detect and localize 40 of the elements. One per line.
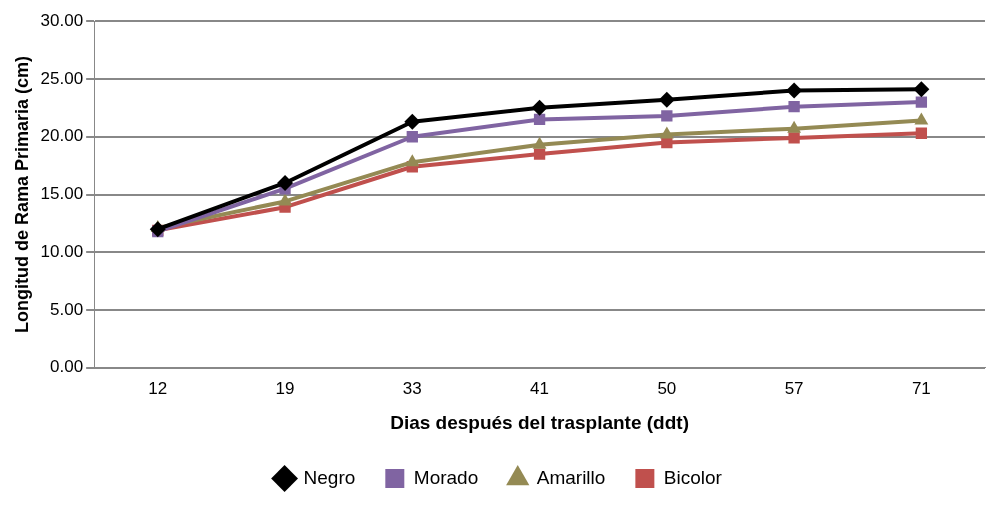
point	[531, 99, 548, 116]
x-tick-label: 19	[275, 378, 295, 398]
legend-label: Morado	[413, 466, 479, 488]
x-tick-label: 33	[402, 378, 422, 398]
point	[532, 136, 547, 149]
point	[405, 154, 420, 167]
point	[277, 174, 294, 191]
point	[658, 91, 675, 108]
y-tick-label: 25.00	[40, 68, 84, 88]
y-tick-label: 20.00	[40, 126, 84, 146]
point	[788, 101, 800, 113]
y-tick-label: 30.00	[40, 10, 84, 30]
y-tick-label: 0.00	[50, 357, 84, 377]
x-axis-title: Dias después del trasplante (ddt)	[390, 411, 689, 433]
point	[404, 113, 421, 130]
point	[788, 132, 800, 144]
point	[915, 127, 928, 139]
point	[533, 148, 546, 160]
legend-label: Amarillo	[536, 466, 606, 488]
point	[914, 112, 929, 125]
point	[659, 126, 674, 139]
x-tick-label: 71	[911, 378, 931, 398]
x-tick-label: 50	[657, 378, 677, 398]
legend-label: Bicolor	[663, 466, 723, 488]
point	[787, 120, 802, 133]
point	[915, 96, 928, 108]
point	[406, 131, 418, 143]
point	[533, 113, 546, 126]
point	[278, 193, 292, 206]
y-tick-label: 15.00	[40, 184, 84, 204]
point	[913, 81, 930, 98]
point	[786, 82, 803, 99]
x-tick-label: 12	[148, 378, 168, 398]
point	[661, 110, 673, 122]
x-tick-label: 57	[784, 378, 804, 398]
y-axis-title: Longitud de Rama Primaria (cm)	[11, 55, 32, 334]
legend-label: Negro	[303, 466, 356, 488]
x-tick-label: 41	[530, 378, 550, 398]
y-tick-label: 5.00	[50, 299, 84, 319]
y-tick-label: 10.00	[40, 241, 84, 261]
